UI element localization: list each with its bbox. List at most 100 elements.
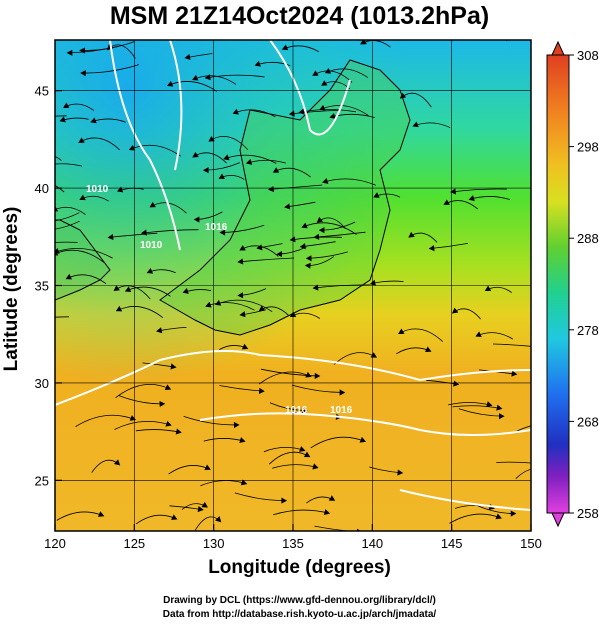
streamline-arrow [115,305,123,312]
streamline-arrow [318,227,325,234]
streamline-arrow [276,251,283,258]
streamline-arrow [237,258,244,265]
streamline-arrow [498,413,505,420]
land-japan [159,59,411,336]
isobar-line [109,40,181,251]
streamline-arrow [305,255,312,262]
streamline-arrow [301,222,308,229]
x-tick-label: 145 [441,536,463,551]
streamline [55,115,67,117]
isobar-line [55,350,531,406]
streamline-arrow [323,509,331,516]
land-china-coast [55,219,111,301]
streamline-arrow [140,229,147,236]
x-tick-label: 140 [361,536,383,551]
streamline-arrow [299,446,306,452]
streamline [314,525,354,531]
colorbar-bottom-arrow [551,512,565,528]
streamline-arrow [175,428,182,435]
colorbar-tick-label: 278 [577,323,599,338]
streamline-arrow [165,420,172,427]
colorbar-tick-group: 308 298 288 278 268 258 [569,48,599,521]
streamline [205,74,265,79]
streamline-arrow [182,288,189,294]
streamline-arrow [79,194,86,201]
colorbar-tick-label: 298 [577,140,599,155]
streamline-arrow [428,245,435,252]
y-axis-label: Latitude (degrees) [1,206,22,372]
colorbar-tick-label: 268 [577,414,599,429]
streamline-arrow [305,371,312,378]
streamline-arrow [272,167,280,173]
streamline [55,185,65,193]
streamline-arrow [303,451,311,458]
streamline-arrow [192,74,199,81]
streamline-arrow [475,331,482,337]
streamline-arrow [258,387,265,394]
streamline-arrow [239,311,246,318]
streamline-arrow [495,513,502,520]
x-tick-label: 150 [520,536,542,551]
streamline-arrow [80,70,86,77]
contour-label: 1016 [330,405,353,416]
streamline-arrow [339,389,346,396]
streamline-arrow [193,216,200,223]
streamline [75,414,136,427]
x-tick-label: 130 [203,536,225,551]
streamline [273,509,330,516]
isobar-line [169,40,183,171]
x-tick-label: 135 [282,536,304,551]
streamline [55,247,113,259]
streamline [55,220,80,230]
colorbar-top-arrow [551,40,565,56]
streamline-arrow [360,40,367,45]
streamline-arrow [237,292,244,299]
streamline-arrow [59,116,66,123]
contour-label: 1010 [86,184,109,195]
streamline-arrow [328,495,336,501]
contour-label: 1016 [205,222,228,233]
streamline-arrow [184,53,191,60]
chart-title: MSM 21Z14Oct2024 (1013.2hPa) [109,2,490,30]
streamline [215,299,273,313]
x-tick-group: 120 125 130 135 140 145 150 [44,524,542,551]
streamline-arrow [218,173,225,179]
y-tick-label: 35 [35,279,49,294]
streamline-arrow [321,80,328,86]
streamline-arrow [233,421,240,429]
streamline-arrow [312,463,319,470]
streamline-arrow [240,479,248,486]
streamline-arrow [359,436,366,443]
x-tick-label: 120 [44,536,66,551]
streamline [55,316,70,318]
streamline [55,241,78,243]
streamline-arrow [146,268,154,274]
streamline-arrow [425,346,432,353]
streamline-arrow [304,262,311,269]
credit-data: Data from http://database.rish.kyoto-u.a… [162,609,437,620]
streamline [55,163,83,167]
streamline [514,425,531,433]
streamline-arrow [167,80,174,87]
streamline-arrow [284,203,291,210]
x-tick-label: 125 [123,536,145,551]
y-tick-group: 25 30 35 40 45 [35,84,62,488]
streamline-arrow [397,469,404,476]
streamline-arrow [281,497,288,504]
colorbar-tick-label: 288 [577,231,599,246]
streamline-arrow [62,102,70,109]
streamline [496,461,531,464]
streamline-arrow [66,49,73,56]
streamline-arrow [373,192,380,198]
grid-lines [55,40,531,531]
streamline-arrow [204,464,211,471]
streamline [115,383,171,399]
streamline [114,420,172,430]
streamline-arrow [192,151,199,158]
streamline-arrow [281,44,289,51]
streamline-arrow [116,186,124,193]
streamline-arrow [97,511,105,517]
streamline-arrow [171,514,178,520]
streamline-arrow [197,505,204,513]
streamline [141,229,199,234]
